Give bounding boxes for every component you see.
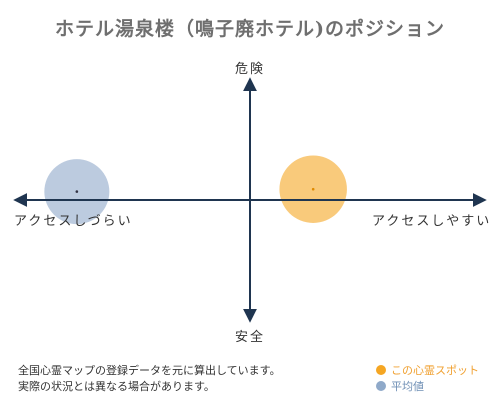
legend-dot-this-spot — [376, 365, 386, 375]
note-line-1: 全国心霊マップの登録データを元に算出しています。 — [18, 364, 281, 377]
axis-label-top: 危険 — [234, 62, 265, 77]
legend-dot-average — [376, 381, 386, 391]
point-center-this-spot — [311, 187, 315, 191]
note-line-2: 実際の状況とは異なる場合があります。 — [18, 380, 215, 393]
legend-label-this-spot: この心霊スポット — [391, 364, 479, 377]
legend-item-average: 平均値 — [376, 378, 424, 394]
chart-title: ホテル湯泉楼（鳴子廃ホテル)のポジション — [55, 18, 445, 40]
point-center-average — [75, 190, 79, 193]
legend-item-this-spot: この心霊スポット — [376, 362, 479, 378]
axis-label-bottom: 安全 — [234, 330, 265, 345]
legend-label-average: 平均値 — [391, 380, 424, 393]
axis-label-right: アクセスしやすい — [372, 214, 492, 229]
axis-label-left: アクセスしづらい — [14, 214, 133, 229]
